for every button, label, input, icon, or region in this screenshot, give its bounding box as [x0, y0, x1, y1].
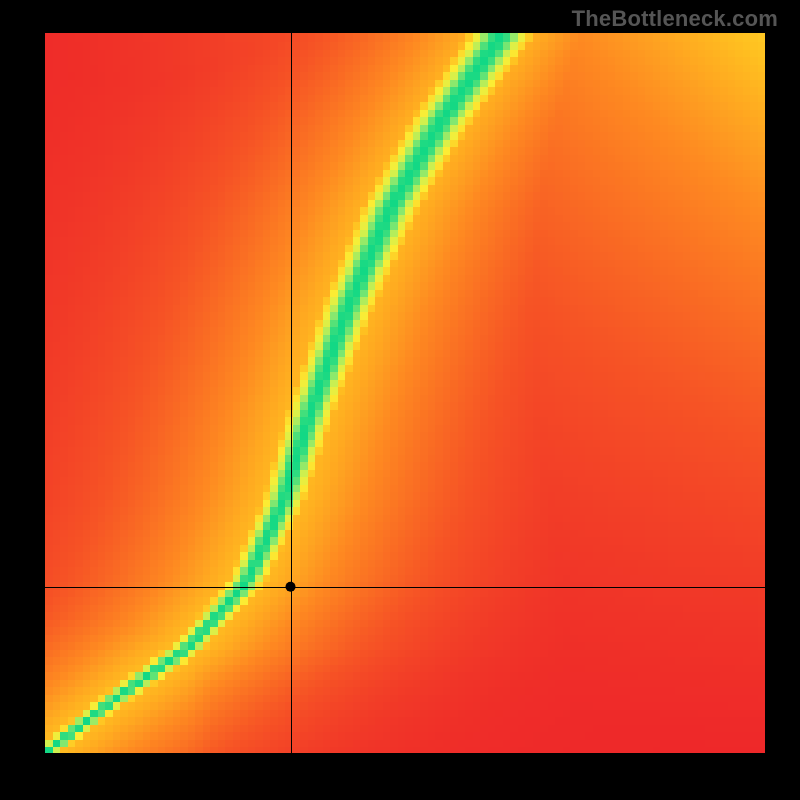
watermark-text: TheBottleneck.com [572, 6, 778, 32]
chart-container: TheBottleneck.com [0, 0, 800, 800]
heatmap-canvas [45, 33, 765, 753]
